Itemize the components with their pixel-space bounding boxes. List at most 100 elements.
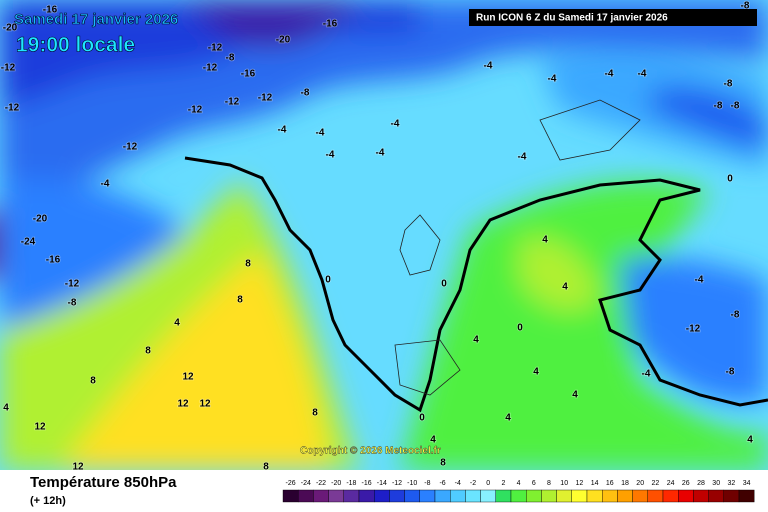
footer-title: Température 850hPa (30, 474, 177, 491)
scale-swatch (282, 489, 299, 503)
scale-tick: 2 (501, 480, 505, 487)
contour-label: 8 (145, 346, 151, 357)
scale-swatch (738, 489, 755, 503)
color-scale: -26 -24 -22 -20 -18 -16 -14 -12 -10 -8 -6 -4 -2 0 2 4 6 8… (282, 480, 755, 503)
contour-label: -8 (741, 1, 750, 12)
contour-label: -4 (642, 369, 651, 380)
contour-label: -8 (731, 101, 740, 112)
scale-swatch (693, 489, 709, 503)
contour-label: -20 (276, 35, 291, 46)
contour-label: 12 (182, 372, 194, 383)
scale-swatch (723, 489, 740, 503)
contour-label: 8 (263, 462, 269, 473)
contour-label: 4 (473, 335, 479, 346)
scale-tick: 10 (560, 480, 568, 487)
scale-tick: 24 (667, 480, 675, 487)
contour-label: 12 (34, 422, 46, 433)
contour-label: -4 (695, 275, 704, 286)
contour-label: -8 (731, 310, 740, 321)
scale-tick: 8 (547, 480, 551, 487)
scale-swatch (450, 489, 466, 503)
scale-swatch (647, 489, 664, 503)
contour-label: 4 (505, 413, 511, 424)
contour-label: -4 (638, 69, 647, 80)
contour-label: -16 (43, 5, 58, 16)
contour-label: 12 (72, 462, 84, 473)
contour-label: 4 (747, 435, 753, 446)
scale-tick: -26 (286, 480, 296, 487)
contour-label: -12 (1, 63, 16, 74)
contour-label: -12 (686, 324, 701, 335)
scale-tick: -22 (316, 480, 326, 487)
contour-label: -4 (548, 74, 557, 85)
contour-label: -4 (326, 150, 335, 161)
contour-label: -24 (21, 237, 36, 248)
scale-swatch (556, 489, 572, 503)
scale-swatch (374, 489, 390, 503)
scale-tick: 6 (532, 480, 536, 487)
contour-label: 4 (3, 403, 9, 414)
scale-swatch (495, 489, 512, 503)
contour-label: -20 (3, 23, 18, 34)
scale-tick: -24 (301, 480, 311, 487)
scale-swatch (328, 489, 345, 503)
map-field: -16-20-12-12-12-8-12-16-12 -12 -8-12-16-20… (0, 0, 768, 473)
contour-label: 0 (517, 323, 523, 334)
scale-swatch (662, 489, 679, 503)
scale-swatch (678, 489, 694, 503)
scale-tick: 18 (621, 480, 629, 487)
scale-swatch (586, 489, 603, 503)
contour-label: -4 (391, 119, 400, 130)
scale-tick: 30 (712, 480, 720, 487)
scale-swatch (343, 489, 360, 503)
scale-swatch (404, 489, 421, 503)
contour-label: -20 (33, 214, 48, 225)
contour-label: -4 (376, 148, 385, 159)
contour-label: 12 (199, 399, 211, 410)
scale-tick: 34 (743, 480, 751, 487)
scale-tick: 22 (652, 480, 660, 487)
scale-swatch (419, 489, 436, 503)
scale-swatch (708, 489, 724, 503)
contour-label: 0 (441, 279, 447, 290)
contour-label: 4 (174, 318, 180, 329)
contour-label: -8 (301, 88, 310, 99)
scale-swatch (632, 489, 648, 503)
contour-label: -8 (724, 79, 733, 90)
scale-tick: 16 (606, 480, 614, 487)
contour-label: -12 (65, 279, 80, 290)
contour-label: 4 (572, 390, 578, 401)
scale-swatch (389, 489, 405, 503)
scale-swatch (480, 489, 497, 503)
contour-label: -12 (208, 43, 223, 54)
scale-tick: -2 (470, 480, 476, 487)
contour-label: -8 (226, 53, 235, 64)
scale-swatch (358, 489, 375, 503)
map-time: 19:00 locale (16, 34, 135, 57)
scale-swatch (313, 489, 329, 503)
contour-label: 8 (312, 408, 318, 419)
scale-swatch (617, 489, 633, 503)
scale-swatch (541, 489, 557, 503)
contour-label: -12 (258, 93, 273, 104)
contour-label: 4 (533, 367, 539, 378)
scale-tick: -6 (439, 480, 445, 487)
contour-label: 4 (542, 235, 548, 246)
contour-label: -4 (278, 125, 287, 136)
contour-label: 4 (562, 282, 568, 293)
contour-label: 0 (419, 413, 425, 424)
contour-label: -12 (188, 105, 203, 116)
contour-label: -16 (323, 19, 338, 30)
scale-tick: 32 (728, 480, 736, 487)
contour-line (184, 156, 768, 413)
contour-label: 0 (325, 275, 331, 286)
run-box (469, 9, 757, 26)
scale-tick: 28 (697, 480, 705, 487)
scale-tick: -14 (377, 480, 387, 487)
contour-label: -12 (203, 63, 218, 74)
scale-tick: 26 (682, 480, 690, 487)
scale-swatch (434, 489, 451, 503)
contour-label: -8 (68, 298, 77, 309)
contour-label: -8 (714, 101, 723, 112)
contour-label: 8 (90, 376, 96, 387)
